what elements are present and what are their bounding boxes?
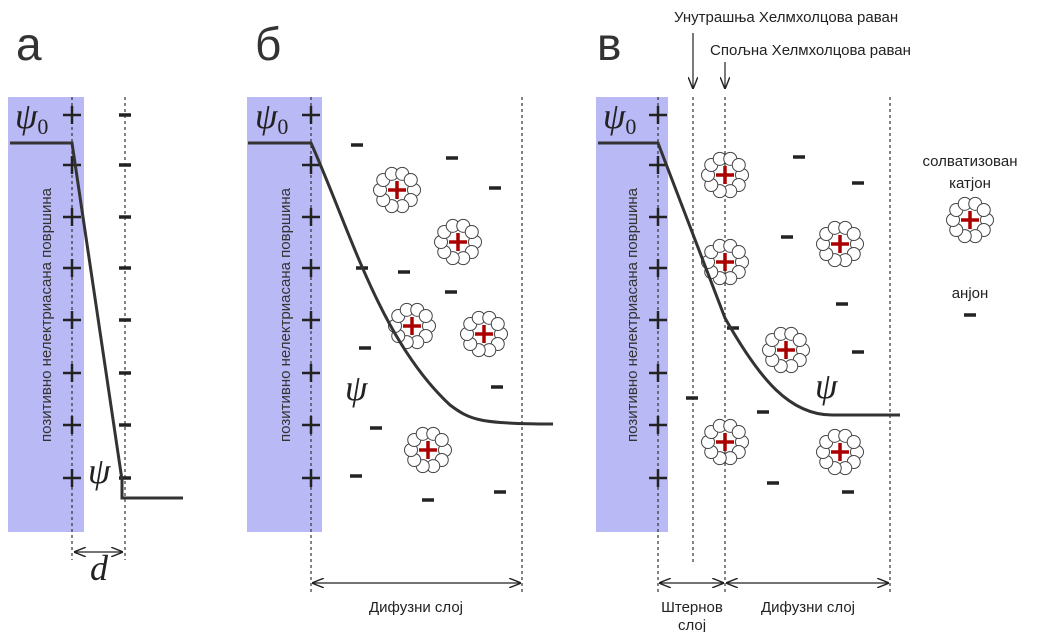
solvent-molecule xyxy=(419,310,432,323)
layer-label: Дифузни слој xyxy=(761,599,855,616)
cation-plus xyxy=(475,325,493,343)
ions xyxy=(374,152,994,474)
solvent-molecule xyxy=(732,159,745,172)
cation-plus xyxy=(449,233,467,251)
solvated-cation xyxy=(702,419,749,464)
cation-plus xyxy=(777,341,795,359)
psi0-symbol: ψ xyxy=(255,96,278,136)
surface-label: позитивно нелектриасана површина xyxy=(38,187,55,442)
outer-plane-label: Спољна Хелмхолцова раван xyxy=(710,42,911,59)
panel-letter: в xyxy=(597,18,621,70)
surface-label: позитивно нелектриасана површина xyxy=(624,187,641,442)
solvent-molecule xyxy=(793,334,806,347)
psi0-sub: 0 xyxy=(277,114,288,139)
cation-plus xyxy=(716,433,734,451)
solvent-molecule xyxy=(435,434,448,447)
cation-plus xyxy=(716,166,734,184)
cation-plus xyxy=(831,443,849,461)
solvated-cation xyxy=(817,221,864,266)
solvent-molecule xyxy=(847,436,860,449)
psi: ψ xyxy=(345,368,368,408)
solvated-cation xyxy=(374,167,421,212)
surface-label: позитивно нелектриасана површина xyxy=(277,187,294,442)
legend-label: анјон xyxy=(952,285,989,302)
potential-curves xyxy=(10,143,900,498)
psi0-symbol: ψ xyxy=(603,96,626,136)
distance-label: d xyxy=(90,548,109,588)
legend-label: катјон xyxy=(949,175,991,192)
psi: ψ xyxy=(815,366,838,406)
psi0-symbol: ψ xyxy=(15,96,38,136)
solvated-cation xyxy=(702,152,749,197)
double-layer-diagram: а б в ψ0 ψ0 ψ0 ψ ψ ψ позитивно нелектриа… xyxy=(0,0,1038,632)
cation-plus xyxy=(419,441,437,459)
solvent-molecule xyxy=(491,318,504,331)
solvated-cation xyxy=(389,303,436,348)
panel-letter: б xyxy=(255,18,281,70)
psi0-sub: 0 xyxy=(37,114,48,139)
solvent-molecule xyxy=(404,174,417,187)
solvent-molecule xyxy=(732,426,745,439)
solvent-molecule xyxy=(977,204,990,217)
solvent-molecule xyxy=(732,246,745,259)
solvated-cation xyxy=(405,427,452,472)
solvent-molecule xyxy=(465,226,478,239)
cation-plus xyxy=(388,181,406,199)
layer-label: Дифузни слој xyxy=(369,599,463,616)
solvated-cation xyxy=(461,311,508,356)
solvated-cation xyxy=(947,197,994,242)
psi0-sub: 0 xyxy=(625,114,636,139)
cation-plus xyxy=(961,211,979,229)
cation-plus xyxy=(831,235,849,253)
cation-plus xyxy=(716,253,734,271)
legend-label: солватизован xyxy=(923,153,1018,170)
stern-label: Штернов xyxy=(661,599,723,616)
inner-plane-label: Унутрашња Хелмхолцова раван xyxy=(674,9,898,26)
solvent-molecule xyxy=(847,228,860,241)
solvated-cation xyxy=(763,327,810,372)
panel-letter: а xyxy=(16,18,42,70)
solvated-cation xyxy=(817,429,864,474)
stern-label: слој xyxy=(678,617,706,632)
cation-plus xyxy=(403,317,421,335)
psi: ψ xyxy=(88,451,111,491)
dimension-arrows xyxy=(75,552,888,583)
solvated-cation xyxy=(435,219,482,264)
